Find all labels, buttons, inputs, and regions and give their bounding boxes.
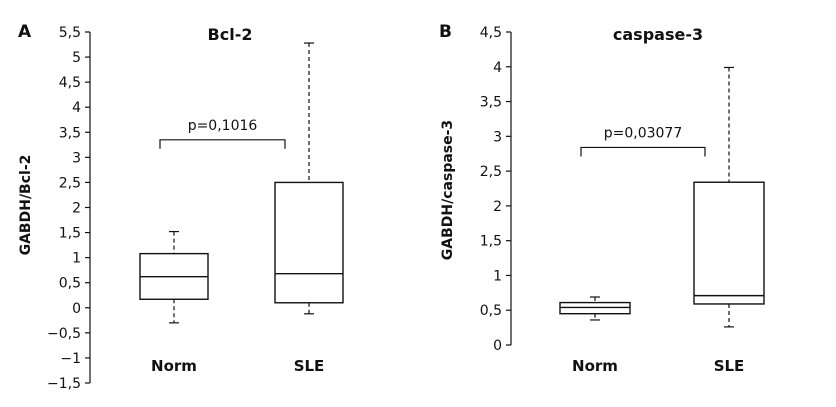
y-tick-label: 2: [493, 199, 502, 215]
panel-letter: B: [439, 22, 452, 42]
y-tick-label: −1: [60, 351, 81, 367]
y-tick-label: 0,5: [480, 303, 502, 319]
y-tick-label: 2,5: [480, 164, 502, 180]
y-tick-label: 3: [72, 150, 81, 166]
panel-a-bcl2-chart: A Bcl-2 GABDH/Bcl-2 −1,5 −1 −0,5 0 0,5 1 1,5 2 2,5 3…: [18, 22, 344, 392]
box-sle: [274, 181, 344, 304]
y-tick-label: 2,5: [59, 175, 81, 191]
y-tick-label: 4: [72, 100, 81, 116]
y-tick-label: 0,5: [59, 276, 81, 292]
significance-bracket: [159, 139, 286, 149]
category-label: SLE: [714, 357, 745, 375]
panel-letter: A: [18, 22, 32, 42]
y-tick-label: 5,5: [59, 25, 81, 41]
category-label: Norm: [572, 357, 618, 375]
category-label: SLE: [294, 357, 325, 375]
p-value-label: p=0,03077: [604, 125, 683, 141]
y-tick-label: 3: [493, 129, 502, 145]
y-tick-label: 2: [72, 201, 81, 217]
category-label: Norm: [151, 357, 197, 375]
y-tick-label: 1,5: [480, 234, 502, 250]
box-sle: [693, 181, 765, 305]
y-axis-label: GABDH/caspase-3: [440, 120, 456, 260]
y-tick-label: 1,5: [59, 226, 81, 242]
p-value-label: p=0,1016: [188, 118, 258, 134]
y-tick-label: 1: [72, 251, 81, 267]
y-tick-label: 4,5: [59, 75, 81, 91]
y-axis-label: GABDH/Bcl-2: [18, 155, 34, 256]
significance-bracket: [580, 146, 706, 157]
y-tick-label: 4: [493, 60, 502, 76]
y-tick-label: 0: [72, 301, 81, 317]
chart-title: Bcl-2: [208, 25, 253, 44]
y-tick-label: 1: [493, 268, 502, 284]
y-tick-label: 3,5: [59, 125, 81, 141]
y-tick-label: 5: [72, 50, 81, 66]
y-tick-label: −0,5: [47, 326, 81, 342]
y-tick-label: 4,5: [480, 25, 502, 41]
chart-title: caspase-3: [613, 25, 703, 44]
y-tick-label: 0: [493, 338, 502, 354]
y-tick-label: −1,5: [47, 376, 81, 392]
y-tick-label: 3,5: [480, 95, 502, 111]
